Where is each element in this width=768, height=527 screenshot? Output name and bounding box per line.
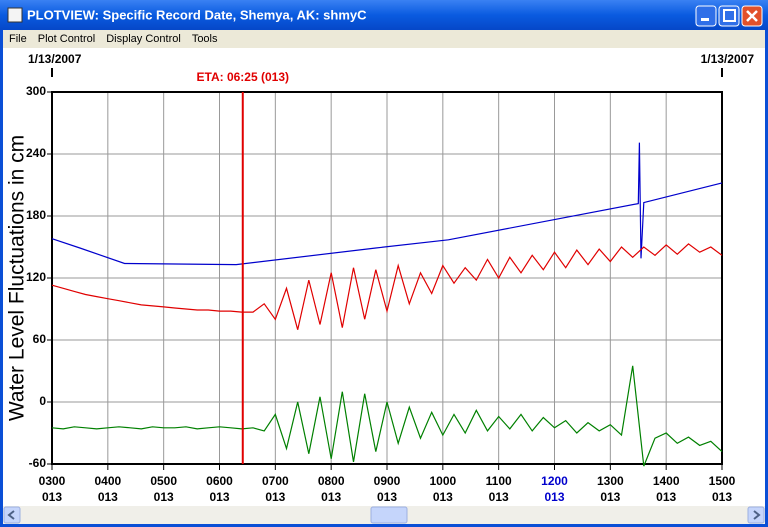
x-tick-label: 0800	[318, 474, 345, 488]
scroll-right-glyph	[753, 510, 761, 520]
date-right: 1/13/2007	[701, 52, 755, 66]
x-tick-day: 013	[600, 490, 620, 504]
x-tick-day: 013	[154, 490, 174, 504]
maximize-glyph	[723, 9, 736, 22]
x-tick-day: 013	[656, 490, 676, 504]
series-line	[51, 243, 723, 330]
x-tick-label: 1400	[653, 474, 680, 488]
y-tick-label: 240	[26, 146, 46, 160]
x-tick-label: 1500	[709, 474, 736, 488]
x-tick-day: 013	[42, 490, 62, 504]
x-tick-label: 1000	[429, 474, 456, 488]
scrollbar	[3, 506, 765, 524]
x-tick-label: 0700	[262, 474, 289, 488]
x-tick-day: 013	[265, 490, 285, 504]
menu-item[interactable]: Display Control	[106, 33, 181, 45]
x-tick-label: 0300	[39, 474, 66, 488]
window-title: PLOTVIEW: Specific Record Date, Shemya, …	[27, 7, 367, 22]
scroll-thumb[interactable]	[370, 506, 408, 524]
x-tick-label: 0400	[94, 474, 121, 488]
app-icon	[7, 7, 23, 23]
window-buttons	[695, 5, 763, 27]
x-tick-day: 013	[712, 490, 732, 504]
y-tick-label: 120	[26, 270, 46, 284]
scroll-left[interactable]	[3, 506, 21, 524]
x-tick-day: 013	[544, 490, 564, 504]
x-tick-label: 0500	[150, 474, 177, 488]
date-left: 1/13/2007	[28, 52, 82, 66]
eta-label: ETA: 06:25 (013)	[197, 70, 289, 84]
x-tick-label: 0600	[206, 474, 233, 488]
x-tick-day: 013	[489, 490, 509, 504]
menu: File Plot Control Display Control Tools	[9, 33, 218, 45]
menu-bar	[3, 30, 765, 48]
scroll-left-glyph	[7, 510, 15, 520]
x-tick-day: 013	[209, 490, 229, 504]
y-axis-label: Water Level Fluctuations in cm	[6, 135, 29, 421]
scroll-right[interactable]	[747, 506, 765, 524]
menu-item[interactable]: Plot Control	[38, 33, 95, 45]
y-tick-label: -60	[29, 456, 47, 470]
series-line	[51, 142, 723, 266]
y-tick-label: 60	[33, 332, 47, 346]
series-line	[51, 365, 723, 467]
close-glyph	[746, 10, 758, 22]
minimize-glyph	[701, 18, 709, 21]
minimize-button[interactable]	[695, 5, 717, 27]
x-tick-day: 013	[377, 490, 397, 504]
plot: -60 0 60 120 180 240 300 0300 013 0400 013 0500 013 0…	[6, 52, 755, 504]
x-tick-label: 1200	[541, 474, 568, 488]
x-tick-day: 013	[321, 490, 341, 504]
x-tick-label: 1100	[486, 474, 512, 488]
y-tick-label: 180	[26, 208, 46, 222]
x-tick-label: 1300	[597, 474, 624, 488]
y-tick-label: 300	[26, 84, 46, 98]
menu-item[interactable]: File	[9, 33, 27, 45]
x-tick-label: 0900	[374, 474, 401, 488]
x-tick-day: 013	[98, 490, 118, 504]
plot-border	[51, 91, 723, 465]
title-bar	[0, 0, 768, 30]
y-tick-label: 0	[39, 394, 46, 408]
x-tick-day: 013	[433, 490, 453, 504]
menu-item[interactable]: Tools	[192, 33, 218, 45]
